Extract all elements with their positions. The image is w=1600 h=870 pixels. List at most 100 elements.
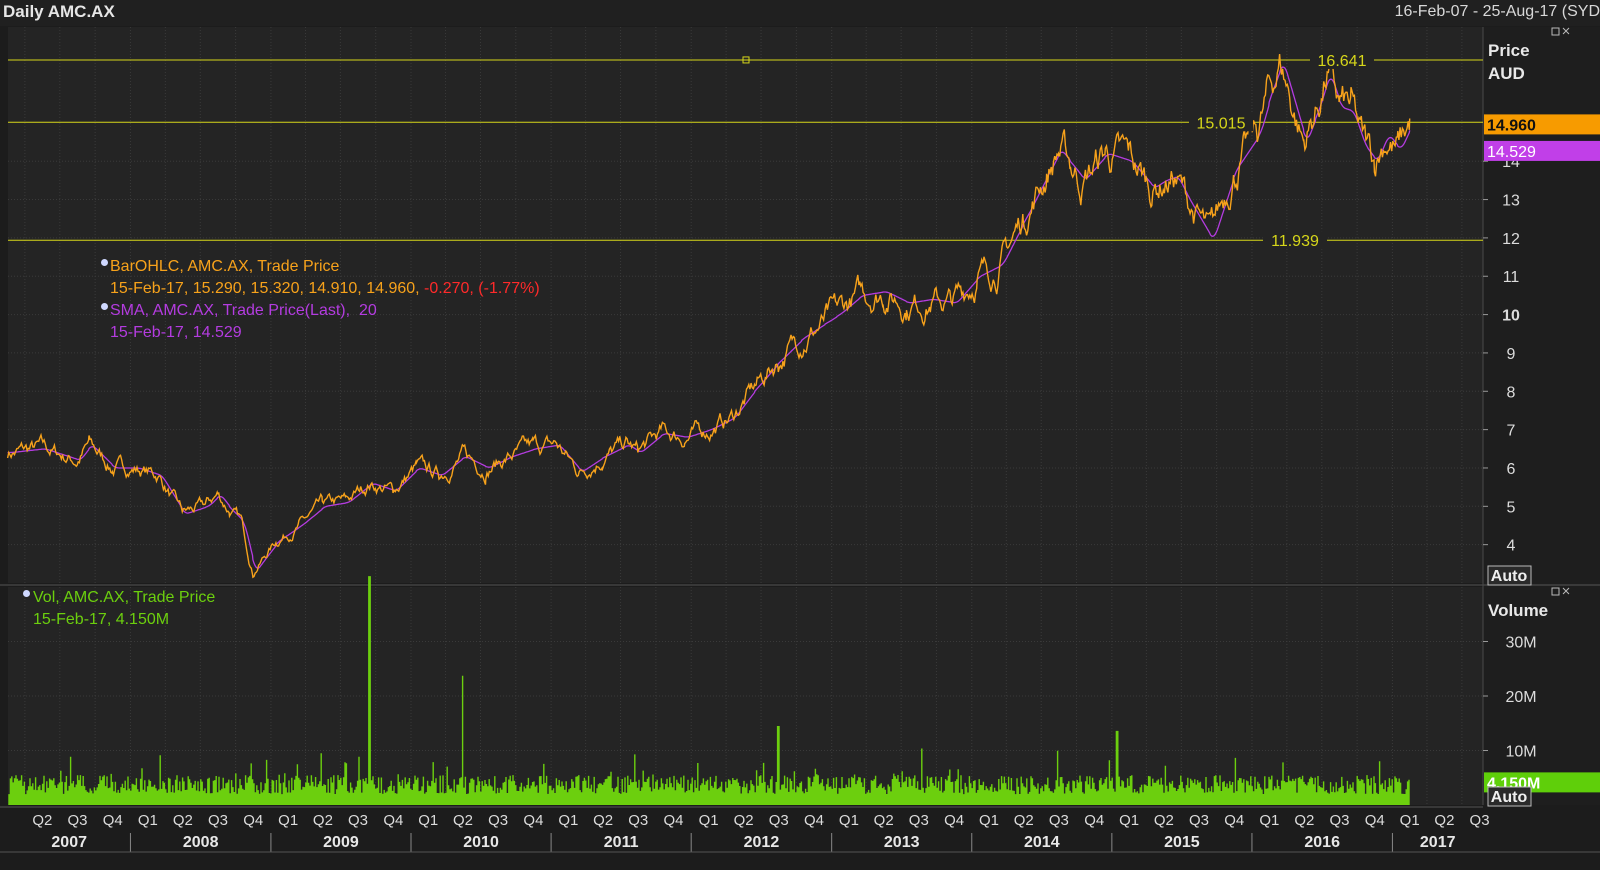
y-tick-label: 12 [1502,231,1520,248]
x-tick-label-quarter: Q4 [664,812,684,829]
sma-name: SMA, AMC.AX, Trade Price(Last), [110,302,351,319]
volume-tick-label: 10M [1505,744,1536,761]
x-tick-label-quarter: Q1 [699,812,719,829]
volume-axis-title: Volume [1488,601,1548,620]
pane-close-icon[interactable] [1562,27,1570,35]
x-tick-label-quarter: Q4 [1365,812,1385,829]
x-tick-label-quarter: Q3 [1049,812,1069,829]
sma-legend-values: 15-Feb-17, 14.529 [110,324,242,341]
x-tick-label-year: 2015 [1164,834,1200,851]
y-tick-label: 7 [1507,423,1516,440]
legend-dot-icon[interactable] [23,590,30,597]
x-tick-label-quarter: Q1 [1119,812,1139,829]
ohlc-legend-values: 15-Feb-17, 15.290, 15.320, 14.910, 14.96… [98,278,540,300]
level-label: 16.641 [1318,53,1367,70]
x-tick-label-year: 2014 [1024,834,1060,851]
last-price-badge-label: 14.960 [1487,117,1536,134]
volume-bars[interactable] [8,576,1410,805]
x-tick-label-quarter: Q1 [1259,812,1279,829]
x-tick-label-quarter: Q2 [313,812,333,829]
volume-legend-name: Vol, AMC.AX, Trade Price [33,589,216,606]
x-tick-label-year: 2016 [1304,834,1340,851]
volume-tick-label: 20M [1505,689,1536,706]
x-tick-label-quarter: Q2 [32,812,52,829]
level-label-bg [1189,113,1253,132]
x-tick-label-quarter: Q3 [1329,812,1349,829]
y-tick-label: 13 [1502,193,1520,210]
level-label: 11.939 [1271,233,1319,250]
x-tick-label-year: 2011 [604,834,639,851]
y-tick-label: 9 [1507,346,1516,363]
pane-maximize-icon[interactable] [1551,587,1560,596]
x-tick-label-quarter: Q3 [1189,812,1209,829]
legend-dot-icon[interactable] [101,259,108,266]
x-tick-label-quarter: Q2 [453,812,473,829]
volume-legend-values: 15-Feb-17, 4.150M [33,611,170,628]
price-line[interactable] [6,53,1411,579]
x-tick-label-quarter: Q3 [1470,812,1490,829]
x-tick-label-quarter: Q1 [558,812,578,829]
x-tick-label-quarter: Q1 [1400,812,1420,829]
last-price-badge [1484,114,1600,135]
volume-auto-label: Auto [1491,789,1528,806]
x-tick-label-quarter: Q3 [909,812,929,829]
x-tick-label-year: 2017 [1420,834,1456,851]
y-tick-label: 5 [1507,499,1516,516]
pane-close-icon[interactable] [1562,587,1570,595]
x-tick-label-quarter: Q4 [804,812,824,829]
x-tick-label-quarter: Q3 [488,812,508,829]
legend-dot-icon[interactable] [101,303,108,310]
price-axis-title: Price [1488,41,1530,60]
title-bar: Daily AMC.AX 16-Feb-07 - 25-Aug-17 (SYD [0,0,1600,26]
x-tick-label-year: 2010 [463,834,499,851]
sma-period: 20 [358,302,377,319]
x-tick-label-quarter: Q4 [383,812,403,829]
level-label-bg [1263,231,1327,250]
x-tick-label-quarter: Q1 [839,812,859,829]
x-tick-label-quarter: Q1 [979,812,999,829]
volume-auto-button[interactable] [1487,786,1532,807]
chart-title: Daily AMC.AX [3,2,115,21]
ohlc-change: -0.270, (-1.77%) [424,280,540,297]
x-tick-label-quarter: Q2 [1434,812,1454,829]
x-tick-label-quarter: Q2 [173,812,193,829]
x-tick-label-quarter: Q4 [1224,812,1244,829]
y-tick-label: 6 [1507,461,1516,478]
x-tick-label-quarter: Q4 [103,812,123,829]
sma-badge-label: 14.529 [1487,144,1536,161]
volume-plot-area[interactable] [8,587,1483,805]
x-tick-label-quarter: Q3 [67,812,87,829]
pane-maximize-icon[interactable] [1551,27,1560,36]
x-tick-label-quarter: Q4 [944,812,964,829]
level-label: 15.015 [1197,115,1246,132]
volume-legend[interactable]: Vol, AMC.AX, Trade Price 15-Feb-17, 4.15… [21,587,215,631]
x-tick-label-year: 2007 [51,834,87,851]
level-handle-icon[interactable] [742,56,750,64]
x-tick-label-year: 2009 [323,834,359,851]
x-tick-label-quarter: Q2 [734,812,754,829]
volume-tick-label: 30M [1505,635,1536,652]
date-range: 16-Feb-07 - 25-Aug-17 (SYD [1394,3,1600,20]
x-tick-label-quarter: Q3 [628,812,648,829]
x-tick-label-year: 2013 [884,834,920,851]
x-tick-label-quarter: Q4 [243,812,263,829]
ohlc-values: 15-Feb-17, 15.290, 15.320, 14.910, 14.96… [110,280,425,297]
x-tick-label-quarter: Q3 [208,812,228,829]
x-tick-label-quarter: Q2 [1294,812,1314,829]
level-label-bg [1310,50,1374,69]
sma-legend-name: SMA, AMC.AX, Trade Price(Last), 20 [98,300,540,322]
y-tick-label: 4 [1507,538,1516,555]
x-tick-label-year: 2012 [744,834,780,851]
x-tick-label-quarter: Q2 [1154,812,1174,829]
ohlc-legend-name: BarOHLC, AMC.AX, Trade Price [110,258,340,275]
price-auto-button[interactable] [1487,565,1532,586]
price-auto-label: Auto [1491,568,1528,585]
y-tick-label: 8 [1507,384,1516,401]
sma-badge [1484,140,1600,161]
x-tick-label-quarter: Q2 [1014,812,1034,829]
x-tick-label-quarter: Q1 [418,812,438,829]
ohlc-legend[interactable]: BarOHLC, AMC.AX, Trade Price 15-Feb-17, … [98,256,540,344]
x-tick-label-quarter: Q1 [278,812,298,829]
price-axis-unit: AUD [1488,64,1525,83]
